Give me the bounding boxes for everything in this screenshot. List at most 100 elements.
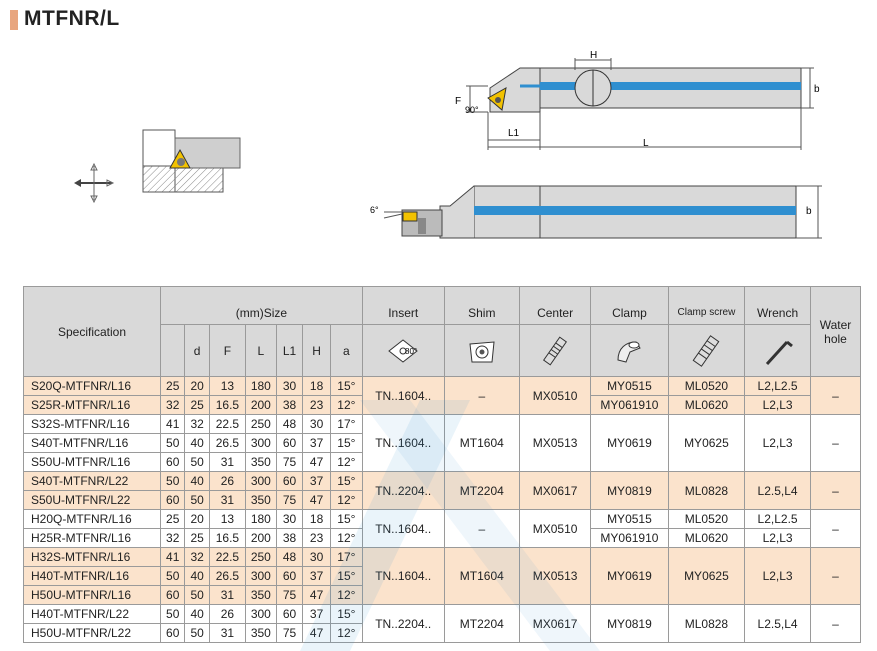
cell-a: 12° [329,395,363,415]
cell-H: 37 [302,566,331,586]
table-row: S20Q-MTFNR/L16 25 20 13 180 30 18 15° TN… [23,376,861,415]
cell-water-hole: – [810,471,861,510]
workpiece-sketch [142,129,241,193]
cell-wrench: L2,L3 [744,414,811,472]
header-size-a: a [329,324,363,377]
cell-L: 350 [244,452,277,472]
cell-L1: 60 [275,604,304,624]
cell-model: H50U-MTFNR/L16 [23,585,161,605]
clamp-icon [590,324,669,377]
cell-D: 32 [159,395,186,415]
cell-d: 32 [184,414,210,434]
cell-model: H50U-MTFNR/L22 [23,623,161,643]
cell-shim: MT1604 [443,547,521,605]
cell-d: 40 [184,604,210,624]
boring-bar-side-view: b 6° [370,185,822,239]
page-title: MTFNR/L [24,7,120,30]
cell-insert: TN..2204.. [361,604,445,643]
table-row: S50U-MTFNR/L22 60 50 31 350 75 47 12° [23,490,861,510]
shim-icon [443,324,521,377]
table-row: H20Q-MTFNR/L16 25 20 13 180 30 18 15° TN… [23,509,861,548]
cell-insert: TN..1604.. [361,547,445,605]
cell-d: 20 [184,509,210,529]
cell-a: 15° [329,376,363,396]
cell-L: 250 [244,414,277,434]
cell-a: 12° [329,452,363,472]
cell-L: 180 [244,376,277,396]
cell-water-hole: – [810,509,861,548]
cell-F: 26.5 [208,433,246,453]
cell-D: 25 [159,376,186,396]
cell-wrench: L2.5,L4 [744,604,811,643]
cell-d: 50 [184,585,210,605]
cell-F: 31 [208,490,246,510]
cell-shim: – [443,376,521,415]
cell-H: 30 [302,414,331,434]
cell-a: 12° [329,490,363,510]
cell-wrench: L2,L3 [744,395,811,415]
cell-D: 60 [159,490,186,510]
cell-H: 23 [302,528,331,548]
cell-H: 37 [302,471,331,491]
cell-model: S20Q-MTFNR/L16 [23,376,161,396]
cell-water-hole: – [810,376,861,415]
cell-model: H25R-MTFNR/L16 [23,528,161,548]
cell-shim: MT2204 [443,471,521,510]
header-clamp-screw: Clamp screw [667,286,746,325]
cell-H: 47 [302,490,331,510]
table-row: H50U-MTFNR/L16 60 50 31 350 75 47 12° [23,585,861,605]
cell-F: 13 [208,376,246,396]
cell-wrench: L2,L3 [744,528,811,548]
cell-water-hole: – [810,547,861,605]
cell-F: 31 [208,623,246,643]
dim-b-label: b [814,84,820,95]
header-water-hole: Water hole [810,286,861,377]
cell-D: 25 [159,509,186,529]
cell-L1: 38 [275,395,304,415]
cell-L: 300 [244,604,277,624]
cell-wrench: L2.5,L4 [744,471,811,510]
cell-d: 40 [184,566,210,586]
cell-clamp-screw: ML0520 [667,376,746,396]
cell-center: MX0617 [518,604,592,643]
cell-L: 350 [244,585,277,605]
cell-F: 13 [208,509,246,529]
dim-f-label: F [455,96,461,107]
cell-model: S40T-MTFNR/L22 [23,471,161,491]
cell-clamp: MY0515 [590,509,669,529]
cell-insert: TN..1604.. [361,376,445,415]
cell-shim: – [443,509,521,548]
cell-H: 37 [302,604,331,624]
cell-d: 50 [184,452,210,472]
cell-center: MX0617 [518,471,592,510]
cell-clamp: MY0515 [590,376,669,396]
cell-d: 50 [184,490,210,510]
cell-center: MX0510 [518,376,592,415]
header-clamp: Clamp [590,286,669,325]
cell-model: H40T-MTFNR/L16 [23,566,161,586]
clamp-screw-icon [667,324,746,377]
angle-6-label: 6° [370,205,379,215]
cell-center: MX0513 [518,414,592,472]
cell-d: 25 [184,395,210,415]
cell-D: 32 [159,528,186,548]
boring-bar-top-view: H F b L1 L 90° [455,50,820,150]
cell-L: 200 [244,528,277,548]
cell-center: MX0513 [518,547,592,605]
cell-clamp-screw: MY0625 [667,547,746,605]
cell-L1: 38 [275,528,304,548]
cell-clamp: MY0619 [590,547,669,605]
table-row: H50U-MTFNR/L22 60 50 31 350 75 47 12° [23,623,861,643]
cell-L1: 48 [275,414,304,434]
cell-D: 50 [159,604,186,624]
specification-table: Specification (mm)Size Insert Shim Cente… [23,286,861,643]
cell-F: 26.5 [208,566,246,586]
cell-wrench: L2,L3 [744,547,811,605]
cell-a: 15° [329,509,363,529]
cell-F: 26 [208,471,246,491]
cell-wrench: L2,L2.5 [744,376,811,396]
cell-a: 12° [329,528,363,548]
cell-clamp-screw: ML0828 [667,604,746,643]
dim-l-label: L [643,138,649,149]
cell-F: 22.5 [208,414,246,434]
